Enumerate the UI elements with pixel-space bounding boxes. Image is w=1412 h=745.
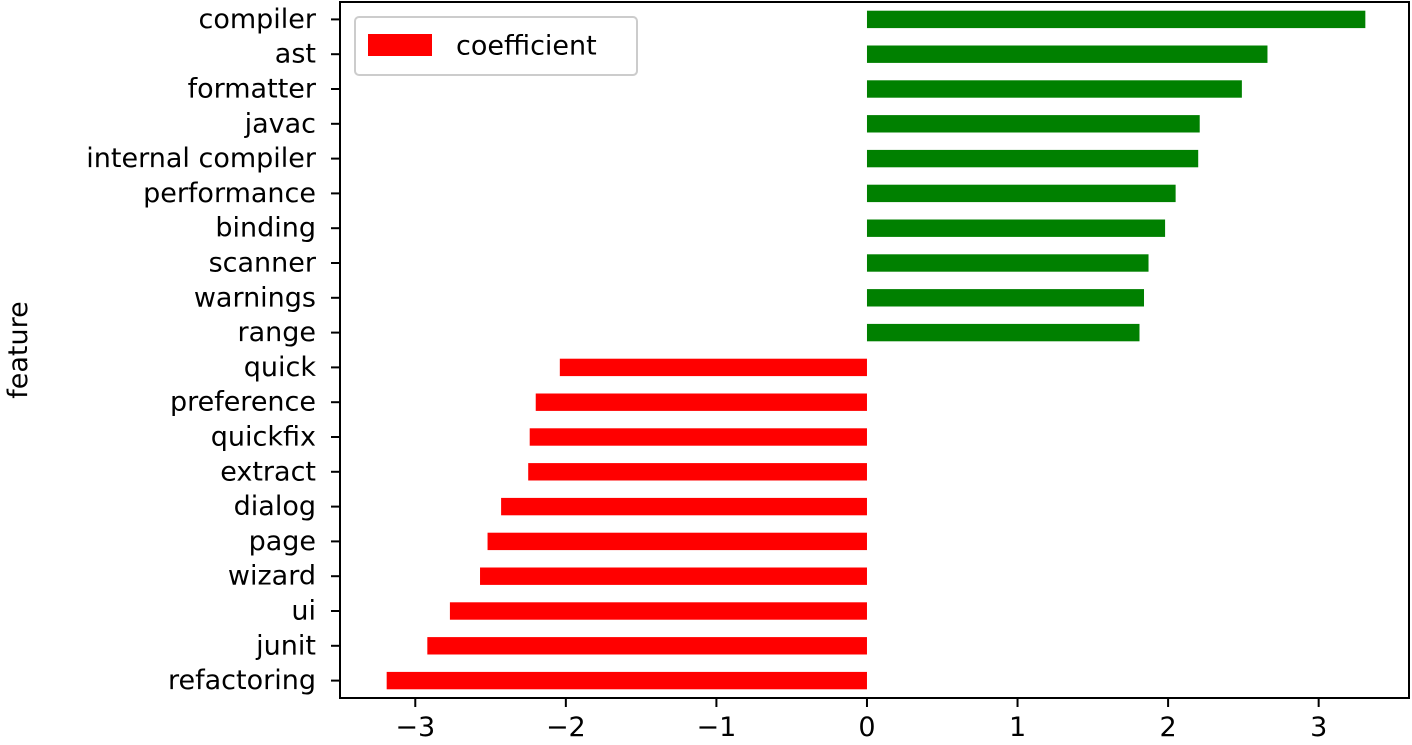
y-tick-label: quick bbox=[244, 352, 317, 383]
x-tick-label: 3 bbox=[1310, 712, 1327, 743]
x-tick-label: −1 bbox=[697, 712, 737, 743]
y-tick-label: warnings bbox=[194, 282, 316, 313]
y-tick-label: performance bbox=[143, 178, 316, 209]
bars-layer bbox=[386, 10, 1366, 690]
y-tick-label: refactoring bbox=[168, 665, 316, 696]
bar-ui bbox=[449, 602, 867, 620]
x-tick-label: 1 bbox=[1009, 712, 1026, 743]
bar-range bbox=[866, 323, 1140, 342]
bar-quick bbox=[559, 358, 867, 377]
y-tick-label: javac bbox=[244, 108, 316, 139]
y-tick-label: internal compiler bbox=[86, 143, 317, 174]
y-tick-label: quickfix bbox=[211, 422, 316, 453]
legend-box bbox=[354, 16, 638, 76]
bar-preference bbox=[535, 393, 867, 411]
y-tick-label: wizard bbox=[228, 561, 316, 592]
bar-warnings bbox=[866, 289, 1145, 307]
y-axis-label: feature bbox=[3, 301, 34, 398]
bar-formatter bbox=[866, 80, 1242, 98]
y-tick-label: page bbox=[249, 526, 316, 557]
bar-performance bbox=[866, 184, 1176, 203]
bar-quickfix bbox=[529, 428, 867, 446]
y-tick-label: junit bbox=[255, 630, 316, 661]
y-tick-label: compiler bbox=[198, 4, 316, 35]
bar-page bbox=[487, 532, 867, 551]
y-tick-label: extract bbox=[220, 456, 316, 487]
y-tick-label: range bbox=[237, 317, 316, 348]
bar-scanner bbox=[866, 254, 1149, 272]
y-tick-label: dialog bbox=[234, 491, 316, 522]
legend-label: coefficient bbox=[456, 31, 597, 62]
y-tick-label: ui bbox=[291, 596, 316, 627]
plot-frame bbox=[339, 1, 1410, 699]
x-tick-label: −2 bbox=[546, 712, 586, 743]
x-tick-label: −3 bbox=[395, 712, 435, 743]
x-tick-label: 0 bbox=[858, 712, 875, 743]
legend: coefficient bbox=[354, 16, 638, 76]
bar-junit bbox=[427, 637, 867, 655]
y-tick-label: ast bbox=[275, 39, 316, 70]
bar-extract bbox=[528, 463, 867, 481]
bar-dialog bbox=[501, 497, 867, 516]
y-tick-label: preference bbox=[170, 387, 316, 418]
bar-ast bbox=[866, 45, 1268, 63]
y-tick-label: formatter bbox=[188, 74, 317, 105]
y-tick-label: binding bbox=[215, 213, 316, 244]
bar-binding bbox=[866, 219, 1166, 237]
legend-swatch bbox=[368, 34, 432, 56]
y-tick-label: scanner bbox=[209, 248, 317, 279]
bar-compiler bbox=[866, 10, 1366, 29]
bar-javac bbox=[866, 115, 1200, 133]
bar-wizard bbox=[480, 567, 867, 585]
x-tick-label: 2 bbox=[1160, 712, 1177, 743]
bar-internal-compiler bbox=[866, 149, 1199, 168]
bar-refactoring bbox=[386, 671, 867, 690]
